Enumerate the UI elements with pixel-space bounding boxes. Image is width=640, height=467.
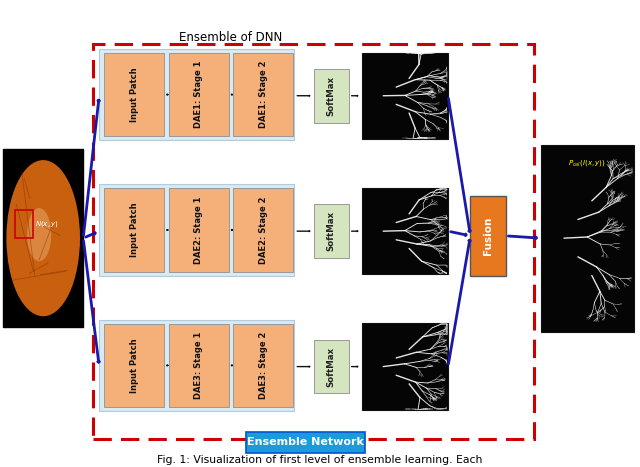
- Bar: [362, 323, 448, 410]
- Ellipse shape: [6, 160, 80, 316]
- Text: $N(x,y)$: $N(x,y)$: [35, 219, 59, 229]
- Text: Input Patch: Input Patch: [130, 67, 139, 122]
- Bar: [169, 188, 228, 272]
- Text: Fusion: Fusion: [483, 217, 493, 255]
- Bar: [314, 340, 349, 393]
- Text: DAE2: Stage 1: DAE2: Stage 1: [194, 196, 204, 264]
- Bar: [246, 432, 365, 453]
- Bar: [93, 44, 534, 439]
- Bar: [470, 196, 506, 276]
- Text: DAE2: Stage 2: DAE2: Stage 2: [259, 196, 268, 264]
- Text: Ensemble Network: Ensemble Network: [247, 438, 364, 447]
- Text: DAE3: Stage 2: DAE3: Stage 2: [259, 332, 268, 399]
- Bar: [99, 184, 294, 276]
- Bar: [234, 188, 293, 272]
- Text: Ensemble of DNN: Ensemble of DNN: [179, 31, 282, 44]
- Bar: [362, 188, 448, 275]
- Bar: [314, 69, 349, 122]
- Bar: [169, 324, 228, 407]
- Text: DAE1: Stage 2: DAE1: Stage 2: [259, 61, 268, 128]
- Bar: [3, 149, 83, 327]
- Bar: [362, 53, 448, 139]
- Bar: [99, 49, 294, 140]
- Text: $P_{cal}(I(x,y))$: $P_{cal}(I(x,y))$: [568, 158, 606, 168]
- Bar: [104, 188, 164, 272]
- Bar: [541, 145, 634, 332]
- Bar: [15, 210, 33, 238]
- Bar: [234, 324, 293, 407]
- Text: DAE3: Stage 1: DAE3: Stage 1: [194, 332, 204, 399]
- Text: Fig. 1: Visualization of first level of ensemble learning. Each: Fig. 1: Visualization of first level of …: [157, 455, 483, 465]
- Bar: [104, 53, 164, 136]
- Text: DAE1: Stage 1: DAE1: Stage 1: [194, 61, 204, 128]
- Bar: [99, 320, 294, 411]
- Bar: [234, 53, 293, 136]
- Bar: [169, 53, 228, 136]
- Text: Input Patch: Input Patch: [130, 203, 139, 257]
- Bar: [104, 324, 164, 407]
- Text: SoftMax: SoftMax: [326, 211, 336, 251]
- Text: Input Patch: Input Patch: [130, 338, 139, 393]
- Bar: [314, 205, 349, 258]
- Text: SoftMax: SoftMax: [326, 347, 336, 387]
- Text: SoftMax: SoftMax: [326, 76, 336, 116]
- Ellipse shape: [28, 208, 51, 261]
